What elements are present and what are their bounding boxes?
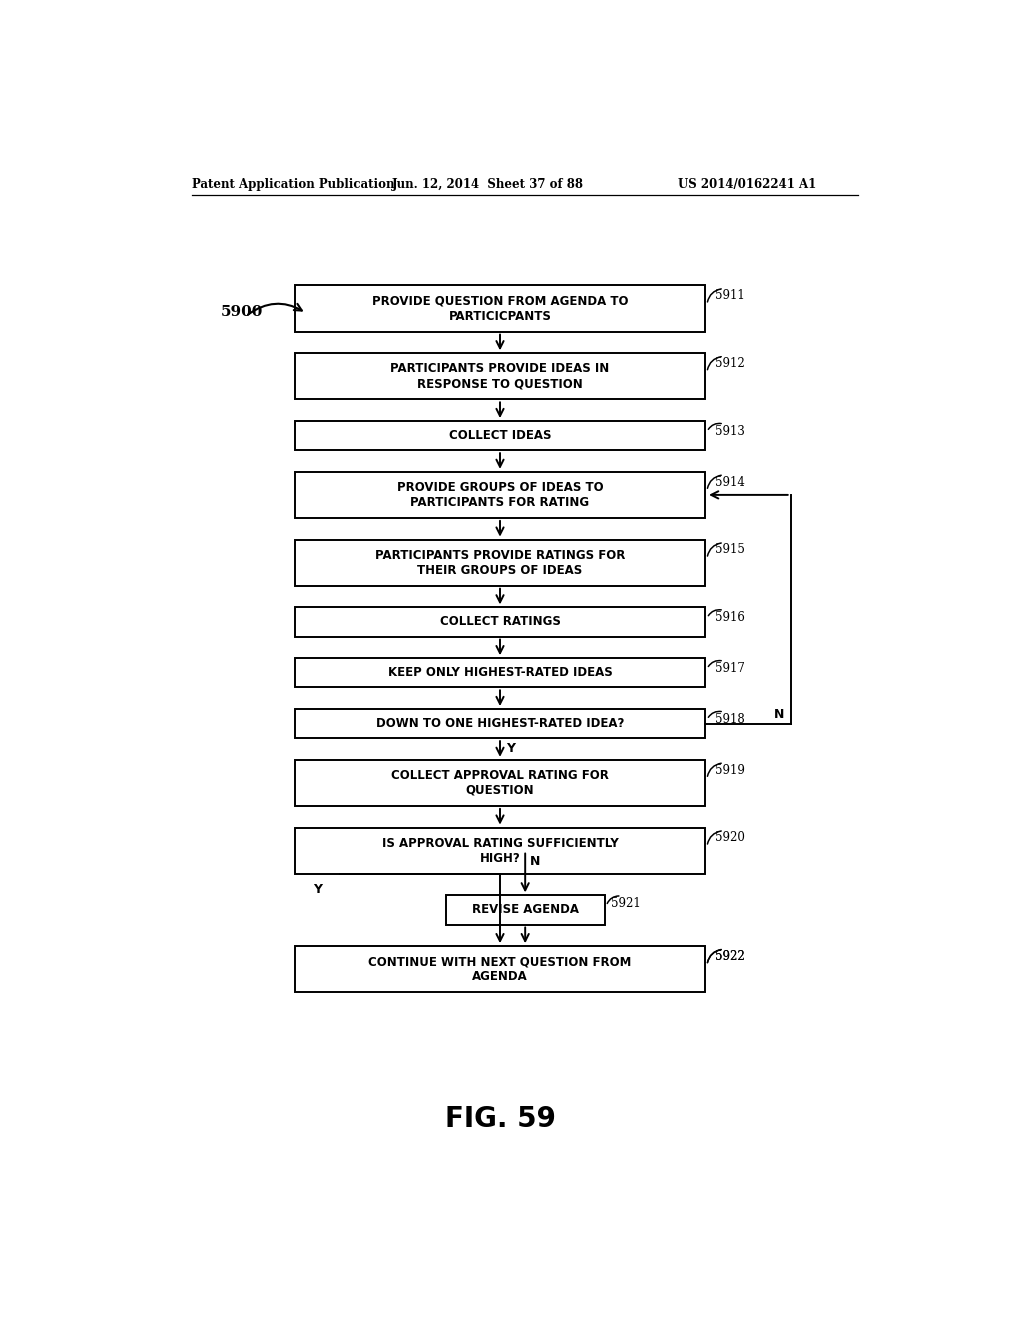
FancyBboxPatch shape bbox=[295, 659, 706, 688]
FancyBboxPatch shape bbox=[295, 607, 706, 636]
Text: KEEP ONLY HIGHEST-RATED IDEAS: KEEP ONLY HIGHEST-RATED IDEAS bbox=[388, 667, 612, 680]
FancyBboxPatch shape bbox=[295, 828, 706, 874]
Text: DOWN TO ONE HIGHEST-RATED IDEA?: DOWN TO ONE HIGHEST-RATED IDEA? bbox=[376, 717, 625, 730]
Text: 5900: 5900 bbox=[221, 305, 263, 318]
FancyBboxPatch shape bbox=[295, 354, 706, 400]
Text: 5920: 5920 bbox=[715, 832, 744, 845]
FancyBboxPatch shape bbox=[295, 709, 706, 738]
Text: REVISE AGENDA: REVISE AGENDA bbox=[472, 903, 579, 916]
Text: 5915: 5915 bbox=[715, 544, 744, 557]
Text: N: N bbox=[529, 855, 541, 869]
Text: 5912: 5912 bbox=[715, 358, 744, 370]
Text: 5921: 5921 bbox=[611, 896, 641, 909]
Text: FIG. 59: FIG. 59 bbox=[444, 1105, 555, 1134]
Text: Y: Y bbox=[506, 742, 515, 755]
Text: COLLECT RATINGS: COLLECT RATINGS bbox=[439, 615, 560, 628]
FancyBboxPatch shape bbox=[295, 471, 706, 517]
Text: COLLECT IDEAS: COLLECT IDEAS bbox=[449, 429, 551, 442]
FancyBboxPatch shape bbox=[295, 540, 706, 586]
Text: 5913: 5913 bbox=[715, 425, 744, 438]
FancyBboxPatch shape bbox=[295, 760, 706, 807]
FancyBboxPatch shape bbox=[295, 946, 706, 993]
Text: PROVIDE GROUPS OF IDEAS TO
PARTICIPANTS FOR RATING: PROVIDE GROUPS OF IDEAS TO PARTICIPANTS … bbox=[396, 480, 603, 510]
Text: 5922: 5922 bbox=[715, 950, 744, 964]
Text: 5911: 5911 bbox=[715, 289, 744, 302]
FancyBboxPatch shape bbox=[445, 895, 604, 924]
Text: N: N bbox=[774, 709, 784, 721]
FancyBboxPatch shape bbox=[295, 421, 706, 450]
Text: 5917: 5917 bbox=[715, 663, 744, 675]
FancyBboxPatch shape bbox=[295, 285, 706, 331]
Text: IS APPROVAL RATING SUFFICIENTLY
HIGH?: IS APPROVAL RATING SUFFICIENTLY HIGH? bbox=[382, 837, 618, 865]
Text: US 2014/0162241 A1: US 2014/0162241 A1 bbox=[678, 178, 816, 190]
Text: 5922: 5922 bbox=[715, 950, 744, 964]
Text: Y: Y bbox=[313, 883, 323, 896]
Text: Jun. 12, 2014  Sheet 37 of 88: Jun. 12, 2014 Sheet 37 of 88 bbox=[391, 178, 584, 190]
Text: PARTICIPANTS PROVIDE IDEAS IN
RESPONSE TO QUESTION: PARTICIPANTS PROVIDE IDEAS IN RESPONSE T… bbox=[390, 362, 609, 391]
Text: 5918: 5918 bbox=[715, 713, 744, 726]
Text: PROVIDE QUESTION FROM AGENDA TO
PARTICICPANTS: PROVIDE QUESTION FROM AGENDA TO PARTICIC… bbox=[372, 294, 629, 322]
Text: COLLECT APPROVAL RATING FOR
QUESTION: COLLECT APPROVAL RATING FOR QUESTION bbox=[391, 768, 609, 797]
Text: Patent Application Publication: Patent Application Publication bbox=[191, 178, 394, 190]
Text: 5919: 5919 bbox=[715, 764, 744, 776]
Text: 5916: 5916 bbox=[715, 611, 744, 624]
Text: PARTICIPANTS PROVIDE RATINGS FOR
THEIR GROUPS OF IDEAS: PARTICIPANTS PROVIDE RATINGS FOR THEIR G… bbox=[375, 549, 626, 577]
Text: CONTINUE WITH NEXT QUESTION FROM
AGENDA: CONTINUE WITH NEXT QUESTION FROM AGENDA bbox=[369, 956, 632, 983]
Text: 5914: 5914 bbox=[715, 475, 744, 488]
